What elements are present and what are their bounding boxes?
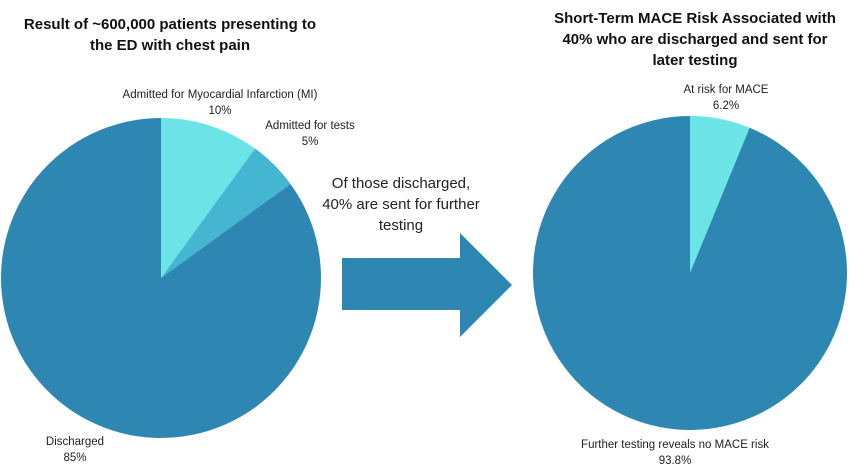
left-pie-chart <box>0 118 322 438</box>
slice-label-mi-name: Admitted for Myocardial Infarction (MI) <box>122 89 318 101</box>
slice-label-discharged-name: Discharged <box>45 436 105 448</box>
slice-label-tests: Admitted for tests 5% <box>250 118 370 150</box>
left-pie-slice-admitted-for-myocardial-infarction-mi <box>161 118 256 278</box>
left-pie-slice-admitted-for-tests <box>161 148 291 278</box>
right-arrow-shape <box>342 233 512 337</box>
slice-label-discharged: Discharged 85% <box>30 434 120 466</box>
slice-label-mace-risk: At risk for MACE 6.2% <box>656 82 796 114</box>
slice-label-no-mace-value: 93.8% <box>658 455 692 467</box>
left-chart-title: Result of ~600,000 patients presenting t… <box>23 16 317 54</box>
left-pie-slice-discharged <box>0 118 322 438</box>
slice-label-tests-name: Admitted for tests <box>265 120 355 132</box>
right-chart-title: Short-Term MACE Risk Associated with 40%… <box>554 10 836 69</box>
arrow-caption: Of those discharged, 40% are sent for fu… <box>322 175 480 234</box>
right-pie-slice-at-risk-for-mace <box>690 116 750 273</box>
slice-label-mi: Admitted for Myocardial Infarction (MI) … <box>100 87 340 119</box>
slice-label-mace-risk-value: 6.2% <box>712 100 740 112</box>
slice-label-mi-value: 10% <box>208 105 232 117</box>
slice-label-no-mace-name: Further testing reveals no MACE risk <box>581 439 769 451</box>
slice-label-tests-value: 5% <box>301 136 319 148</box>
slice-label-mace-risk-name: At risk for MACE <box>683 84 769 96</box>
right-pie-slice-further-testing-reveals-no-mace-risk <box>532 116 847 430</box>
right-pie-chart <box>532 116 847 430</box>
slice-label-discharged-value: 85% <box>63 452 87 464</box>
slice-label-no-mace: Further testing reveals no MACE risk 93.… <box>530 437 820 469</box>
